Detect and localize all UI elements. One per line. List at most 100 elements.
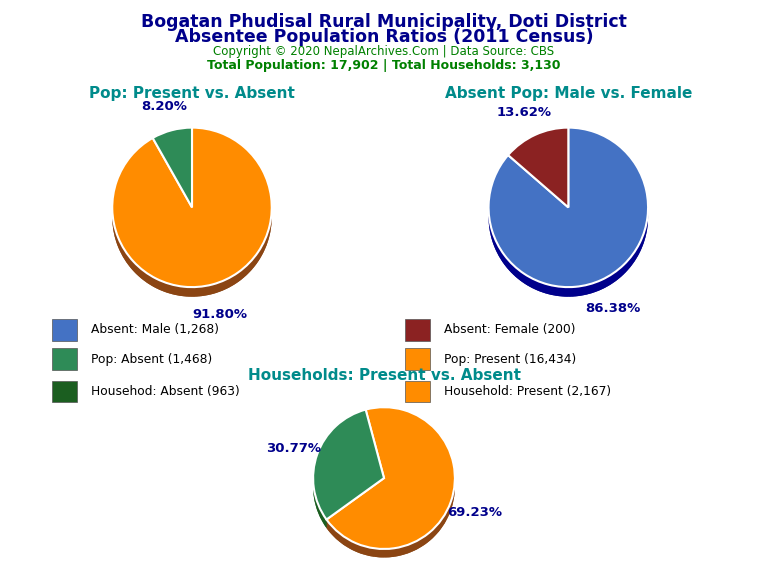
Polygon shape [447,507,449,518]
Polygon shape [499,247,501,259]
Polygon shape [176,286,179,295]
Bar [406,348,430,370]
Polygon shape [509,260,511,272]
Polygon shape [244,266,247,277]
Polygon shape [323,516,325,526]
Polygon shape [207,285,210,295]
Polygon shape [333,527,335,537]
Polygon shape [133,261,135,272]
Text: Absentee Population Ratios (2011 Census): Absentee Population Ratios (2011 Census) [174,28,594,46]
Polygon shape [431,530,432,540]
Polygon shape [250,260,252,271]
Polygon shape [223,280,226,290]
Polygon shape [198,287,201,297]
Polygon shape [596,281,599,291]
Text: Total Population: 17,902 | Total Households: 3,130: Total Population: 17,902 | Total Househo… [207,59,561,73]
Polygon shape [257,251,259,263]
Polygon shape [362,545,365,555]
Polygon shape [492,232,493,244]
Polygon shape [412,543,414,552]
Bar [52,381,77,402]
Polygon shape [170,284,174,294]
Wedge shape [488,128,648,287]
Polygon shape [395,548,397,556]
Polygon shape [399,547,402,556]
Polygon shape [210,285,212,295]
Polygon shape [558,286,561,296]
Polygon shape [129,257,131,268]
Polygon shape [505,256,507,268]
Polygon shape [641,238,642,251]
Polygon shape [182,286,184,296]
Polygon shape [577,286,580,296]
Polygon shape [635,249,637,260]
Polygon shape [220,281,223,291]
Polygon shape [320,509,321,520]
Polygon shape [422,536,425,546]
Polygon shape [607,276,609,287]
Polygon shape [594,282,596,293]
Polygon shape [117,235,118,247]
Polygon shape [248,262,250,274]
Polygon shape [326,520,328,530]
Polygon shape [493,234,494,247]
Polygon shape [450,501,451,511]
Text: Pop: Present (16,434): Pop: Present (16,434) [444,353,576,366]
Polygon shape [124,250,126,262]
Polygon shape [513,264,515,276]
Bar [52,319,77,340]
Polygon shape [369,548,372,556]
Polygon shape [498,244,499,256]
Polygon shape [407,544,409,554]
Polygon shape [329,524,331,534]
Polygon shape [644,228,645,240]
Polygon shape [449,503,450,514]
Polygon shape [260,246,262,258]
Polygon shape [141,269,144,280]
Polygon shape [425,535,426,545]
Polygon shape [397,547,399,556]
Polygon shape [254,255,256,267]
Polygon shape [618,268,621,279]
Wedge shape [508,128,568,207]
Polygon shape [256,253,257,265]
Polygon shape [372,548,375,557]
Polygon shape [515,267,517,278]
Polygon shape [591,283,594,293]
Polygon shape [429,532,431,541]
Polygon shape [193,287,196,297]
Text: Absent: Male (1,268): Absent: Male (1,268) [91,323,219,336]
Polygon shape [247,264,248,275]
Wedge shape [326,416,455,558]
Polygon shape [580,286,583,296]
Text: 8.20%: 8.20% [141,100,187,113]
Polygon shape [637,246,638,258]
Polygon shape [387,549,389,558]
Polygon shape [504,254,505,266]
Bar [406,381,430,402]
Polygon shape [588,284,591,294]
Wedge shape [313,418,384,528]
Polygon shape [237,271,240,282]
Polygon shape [196,287,198,297]
Polygon shape [375,548,377,557]
Text: Household: Present (2,167): Household: Present (2,167) [444,385,611,398]
Polygon shape [328,521,329,532]
Polygon shape [494,237,495,249]
Polygon shape [547,284,549,294]
Wedge shape [153,128,192,207]
Polygon shape [317,502,318,513]
Polygon shape [402,546,405,555]
Polygon shape [538,281,541,292]
Polygon shape [339,532,340,543]
Polygon shape [325,517,326,528]
Polygon shape [439,521,441,531]
Polygon shape [131,259,133,271]
Polygon shape [601,279,604,290]
Polygon shape [336,530,339,541]
Polygon shape [379,549,382,558]
Polygon shape [639,241,641,253]
Text: 69.23%: 69.23% [447,506,502,519]
Polygon shape [517,268,519,280]
Polygon shape [318,504,319,515]
